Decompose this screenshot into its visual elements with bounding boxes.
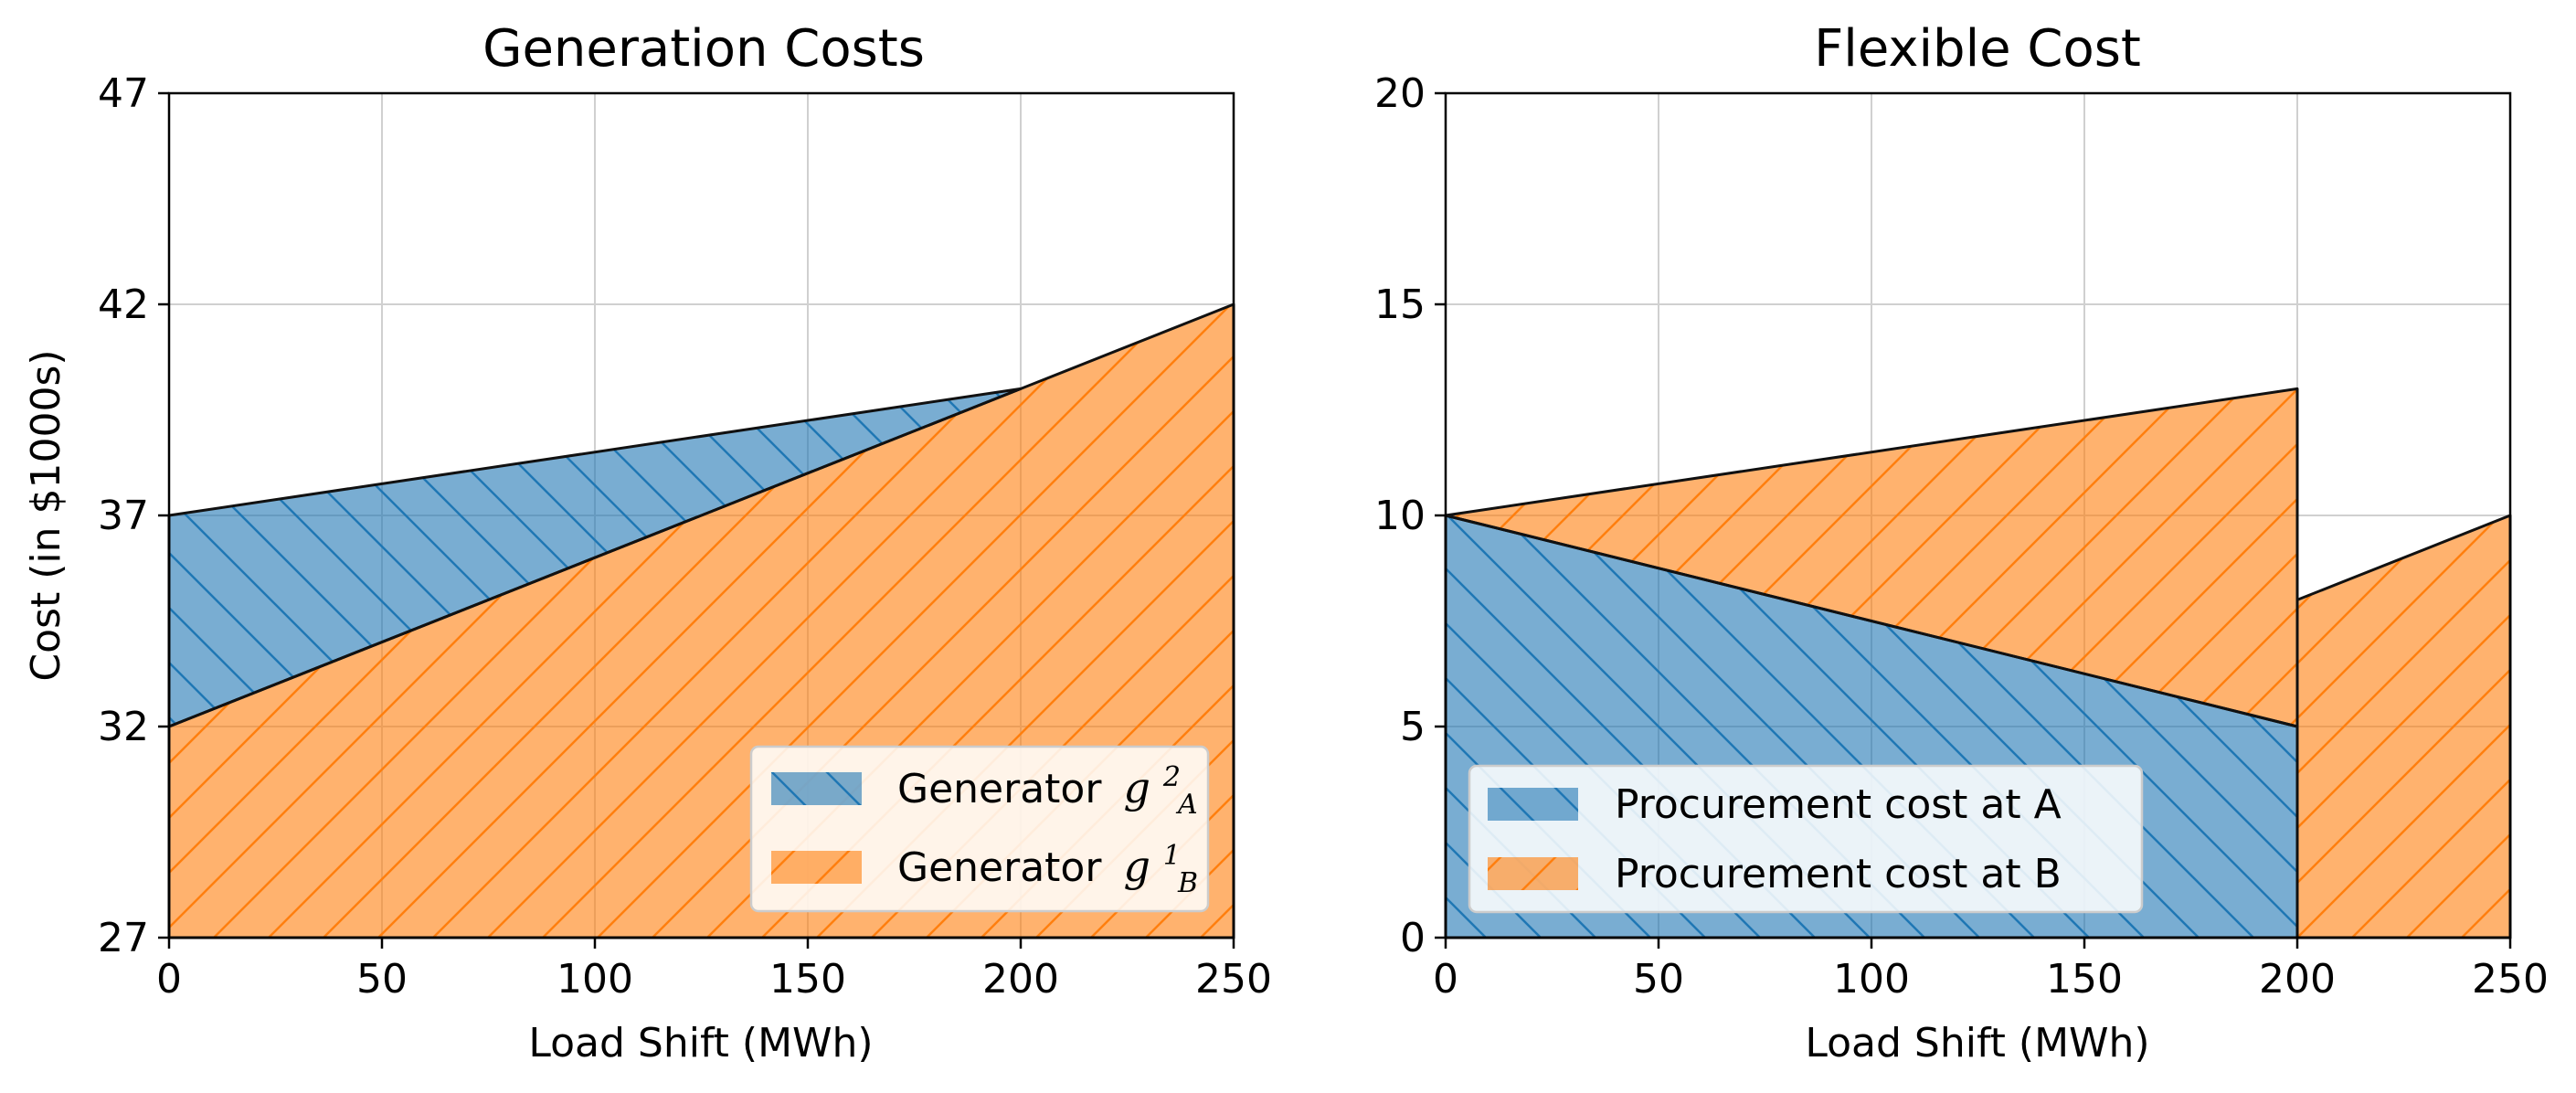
series-1-hatch — [1446, 388, 2297, 727]
legend-label-generator-a: Generator g 2 A — [897, 749, 1198, 821]
chart-title: Flexible Cost — [1814, 19, 2141, 79]
y-axis-label: Cost (in $1000s) — [23, 349, 69, 681]
y-tick-label: 15 — [1374, 281, 1426, 328]
x-tick-label: 100 — [1833, 956, 1910, 1003]
x-tick-label: 150 — [769, 956, 846, 1003]
x-tick-label: 50 — [356, 956, 408, 1003]
x-ticks: 0 50 100 150 200 250 — [1433, 938, 2549, 1003]
x-tick-label: 100 — [557, 956, 633, 1003]
legend-swatch-hatch — [771, 851, 862, 884]
y-tick-label: 20 — [1374, 70, 1426, 117]
y-tick-label: 37 — [98, 493, 149, 539]
x-tick-label: 250 — [1195, 956, 1272, 1003]
y-tick-label: 32 — [98, 704, 149, 750]
x-axis-label: Load Shift (MWh) — [528, 1020, 873, 1066]
legend-box — [1468, 764, 2144, 914]
y-tick-label: 27 — [98, 915, 149, 961]
x-axis-label: Load Shift (MWh) — [1805, 1020, 2149, 1066]
flexible-cost-panel: Flexible Cost 0 50 100 150 200 250 0 5 10 15 20 L… — [1374, 19, 2549, 1066]
chart-title: Generation Costs — [482, 19, 925, 79]
x-tick-label: 0 — [1433, 956, 1458, 1003]
x-tick-label: 250 — [2472, 956, 2549, 1003]
x-tick-label: 50 — [1633, 956, 1684, 1003]
legend-swatch-hatch — [1488, 857, 1578, 890]
x-tick-label: 0 — [156, 956, 182, 1003]
y-ticks: 0 5 10 15 20 — [1374, 70, 1446, 961]
x-tick-label: 200 — [2259, 956, 2336, 1003]
legend: Procurement cost at A Procurement cost a… — [1468, 764, 2144, 914]
x-ticks: 0 50 100 150 200 250 — [156, 938, 1272, 1003]
legend-swatch-hatch — [1488, 788, 1578, 821]
legend-box — [749, 745, 1210, 913]
generation-costs-panel: Generation Costs 0 50 100 150 200 250 27 32 37 4… — [23, 19, 1272, 1066]
y-tick-label: 47 — [98, 70, 149, 117]
series-1-hatch — [2297, 515, 2510, 938]
x-tick-label: 150 — [2046, 956, 2123, 1003]
x-tick-label: 200 — [982, 956, 1059, 1003]
y-tick-label: 0 — [1400, 915, 1426, 961]
legend-label-procurement-a: Procurement cost at A — [1615, 781, 2062, 828]
y-tick-label: 5 — [1400, 704, 1426, 750]
y-tick-label: 42 — [98, 281, 149, 328]
legend: Generator g 2 A Generator g 1 B — [749, 745, 1210, 913]
legend-swatch-hatch — [771, 772, 862, 805]
y-tick-label: 10 — [1374, 493, 1426, 539]
legend-label-procurement-b: Procurement cost at B — [1615, 851, 2062, 897]
legend-label-generator-b: Generator g 1 B — [897, 828, 1198, 899]
y-ticks: 27 32 37 42 47 — [98, 70, 169, 961]
